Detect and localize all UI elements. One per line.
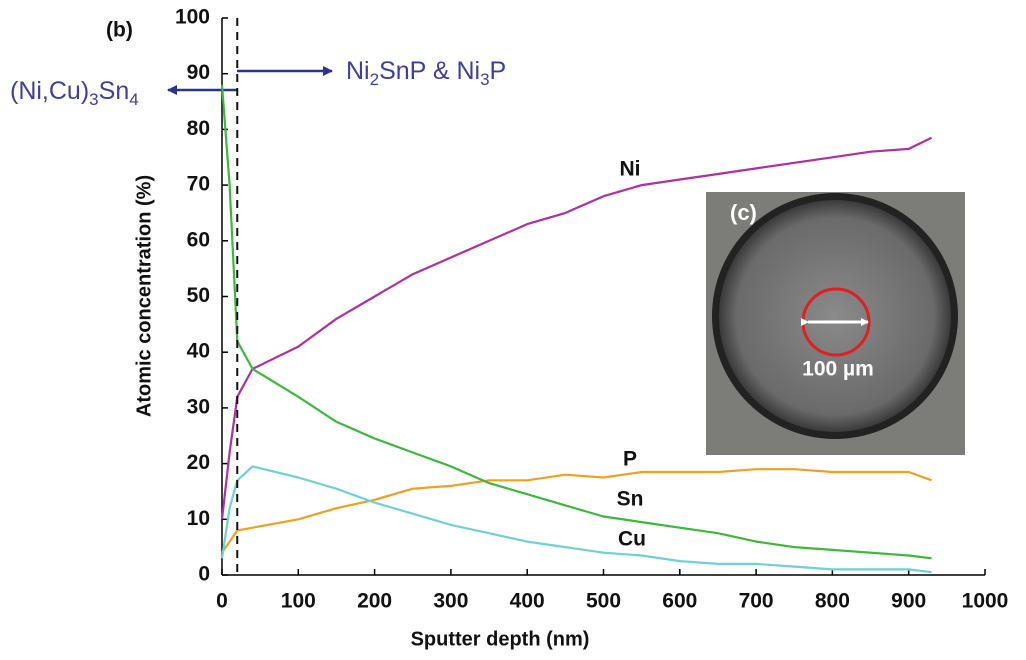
- x-tick-label: 400: [510, 590, 545, 613]
- annotation-part: 2: [370, 70, 379, 89]
- x-tick-label: 800: [815, 590, 850, 613]
- inset-disc: [719, 200, 951, 432]
- series-label: Ni: [620, 158, 641, 181]
- y-tick-label: 80: [187, 117, 210, 140]
- y-tick-label: 50: [187, 284, 210, 307]
- inset: (c) 100 µm: [706, 192, 965, 455]
- annotation-part: P: [490, 57, 507, 85]
- x-tick-label: 900: [891, 590, 926, 613]
- y-axis-label: Atomic concentration (%): [133, 175, 155, 417]
- x-tick-label: 600: [662, 590, 697, 613]
- series-label: Cu: [618, 528, 646, 551]
- inset-scale-label: 100 µm: [802, 358, 874, 381]
- x-tick-label: 300: [433, 590, 468, 613]
- x-tick-label: 700: [739, 590, 774, 613]
- annotation: (Ni,Cu)3Sn4: [10, 77, 139, 110]
- y-tick-label: 0: [198, 563, 210, 586]
- annotation-part: SnP & Ni: [379, 57, 480, 85]
- x-tick-label: 1000: [962, 590, 1009, 613]
- x-tick-label: 0: [216, 590, 228, 613]
- x-axis-label: Sputter depth (nm): [411, 628, 590, 650]
- y-tick-label: 60: [187, 228, 210, 251]
- x-tick-label: 500: [586, 590, 621, 613]
- y-tick-label: 70: [187, 173, 210, 196]
- series-line: [221, 468, 932, 554]
- annotation-part: 4: [129, 90, 138, 109]
- y-tick-label: 30: [187, 395, 210, 418]
- y-tick-label: 100: [175, 6, 210, 29]
- annotation-part: Ni: [346, 57, 370, 85]
- x-tick-label: 200: [357, 590, 392, 613]
- y-tick-label: 90: [187, 61, 210, 84]
- annotation-part: 3: [480, 70, 489, 89]
- annotation: Ni2SnP & Ni3P: [346, 57, 506, 90]
- x-tick-label: 100: [281, 590, 316, 613]
- series-label: Sn: [617, 488, 644, 511]
- y-tick-label: 20: [187, 451, 210, 474]
- y-tick-label: 10: [187, 507, 210, 530]
- series-line: [220, 465, 932, 574]
- annotation-part: (Ni,Cu): [10, 77, 89, 105]
- series-line: [220, 136, 933, 520]
- series-line: [220, 84, 932, 560]
- annotation-part: 3: [89, 90, 98, 109]
- y-tick-label: 40: [187, 340, 210, 363]
- annotation-part: Sn: [99, 77, 130, 105]
- series-label: P: [623, 448, 637, 471]
- panel-label: (b): [106, 19, 133, 42]
- inset-label: (c): [730, 200, 757, 225]
